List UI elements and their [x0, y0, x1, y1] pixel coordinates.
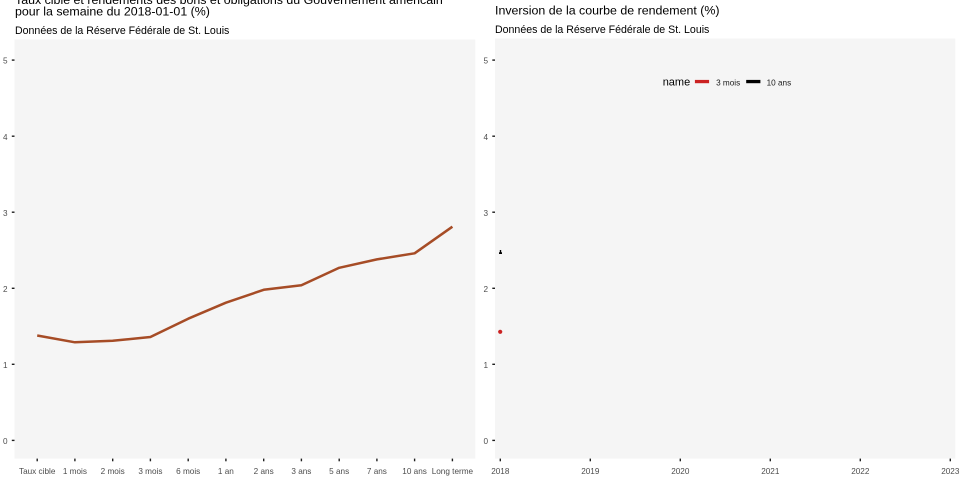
- svg-text:7 ans: 7 ans: [367, 467, 387, 476]
- svg-text:2018: 2018: [491, 467, 510, 476]
- svg-text:2 ans: 2 ans: [254, 467, 274, 476]
- svg-text:Inversion de la courbe de rend: Inversion de la courbe de rendement (%): [495, 3, 720, 17]
- svg-text:3: 3: [3, 209, 8, 218]
- svg-text:3 ans: 3 ans: [291, 467, 311, 476]
- svg-text:4: 4: [483, 133, 488, 142]
- svg-text:5: 5: [483, 57, 488, 66]
- svg-text:Données de la Réserve Fédérale: Données de la Réserve Fédérale de St. Lo…: [15, 25, 229, 37]
- svg-text:0: 0: [3, 437, 8, 446]
- svg-text:2021: 2021: [761, 467, 780, 476]
- svg-text:Taux cible et rendements des b: Taux cible et rendements des bons et obl…: [15, 0, 443, 7]
- svg-text:2019: 2019: [581, 467, 600, 476]
- svg-text:1 an: 1 an: [218, 467, 234, 476]
- svg-text:2023: 2023: [941, 467, 960, 476]
- svg-text:10 ans: 10 ans: [402, 467, 427, 476]
- svg-text:2022: 2022: [851, 467, 870, 476]
- svg-text:2: 2: [483, 285, 488, 294]
- svg-text:4: 4: [3, 133, 8, 142]
- svg-text:1: 1: [3, 361, 8, 370]
- svg-text:5: 5: [3, 57, 8, 66]
- svg-text:3 mois: 3 mois: [138, 467, 162, 476]
- svg-text:pour la semaine du 2018-01-01: pour la semaine du 2018-01-01 (%): [15, 5, 210, 19]
- svg-text:name: name: [663, 77, 691, 89]
- svg-text:2 mois: 2 mois: [101, 467, 125, 476]
- svg-text:1 mois: 1 mois: [63, 467, 87, 476]
- svg-text:2: 2: [3, 285, 8, 294]
- svg-text:2020: 2020: [671, 467, 690, 476]
- svg-text:3 mois: 3 mois: [716, 78, 740, 87]
- svg-text:0: 0: [483, 437, 488, 446]
- svg-text:Taux cible: Taux cible: [19, 467, 56, 476]
- svg-text:1: 1: [483, 361, 488, 370]
- svg-text:5 ans: 5 ans: [329, 467, 349, 476]
- svg-text:Données de la Réserve Fédérale: Données de la Réserve Fédérale de St. Lo…: [495, 24, 709, 36]
- svg-text:6 mois: 6 mois: [176, 467, 200, 476]
- svg-text:3: 3: [483, 209, 488, 218]
- svg-text:10 ans: 10 ans: [767, 78, 792, 87]
- svg-text:Long terme: Long terme: [432, 467, 474, 476]
